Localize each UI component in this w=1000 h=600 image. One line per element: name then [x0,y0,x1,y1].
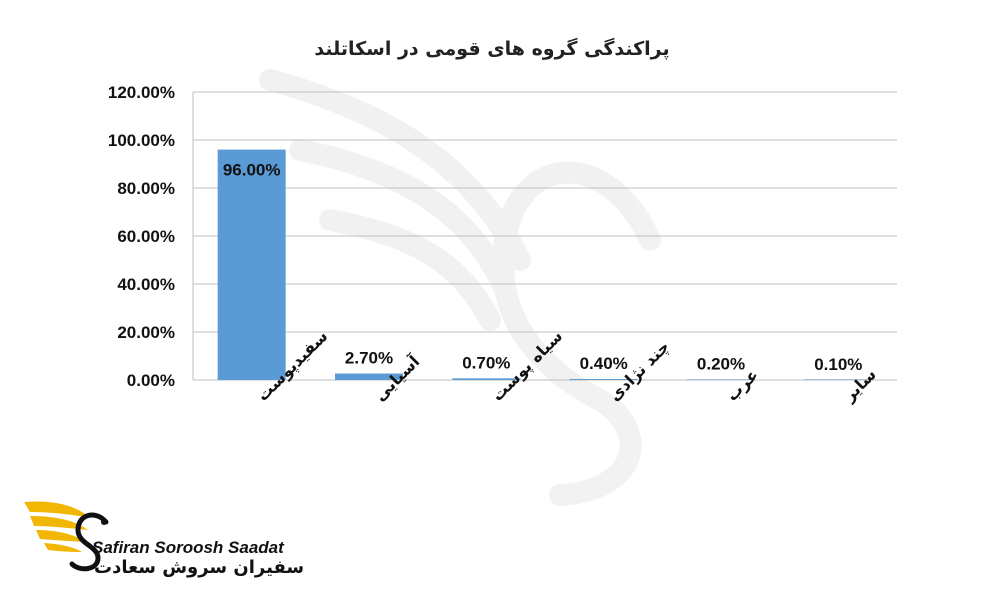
bar [217,149,286,380]
watermark [259,69,661,506]
bar [569,379,638,380]
data-labels: 96.00% 2.70% 0.70% 0.40% 0.20% 0.10% [223,161,863,374]
brand-logo [24,501,109,572]
bars [217,149,873,380]
logo-text-en: Safiran Soroosh Saadat [92,538,284,557]
bar [335,373,403,380]
data-label: 0.20% [697,355,745,374]
data-label: 0.40% [580,354,628,373]
y-tick-label: 40.00% [117,275,175,294]
chart-title: پراکندگی گروه های قومی در اسکاتلند [314,37,669,60]
y-tick-label: 60.00% [117,227,175,246]
y-tick-label: 80.00% [117,179,175,198]
s-mark-icon [69,512,109,572]
data-label: 0.10% [814,355,862,374]
bar [452,378,521,380]
y-axis: 0.00% 20.00% 40.00% 60.00% 80.00% 100.00% 120.… [108,83,175,390]
data-label: 0.70% [462,353,510,372]
grid [192,91,897,381]
data-label: 2.70% [345,349,393,368]
y-tick-label: 120.00% [108,83,175,102]
y-tick-label: 100.00% [108,131,175,150]
bar [687,379,755,380]
data-label: 96.00% [223,161,281,180]
y-tick-label: 20.00% [117,323,175,342]
wing-icon [24,501,90,552]
logo-text-fa: سفیران سروش سعادت [94,557,305,578]
y-tick-label: 0.00% [127,371,175,390]
bar [804,379,873,380]
